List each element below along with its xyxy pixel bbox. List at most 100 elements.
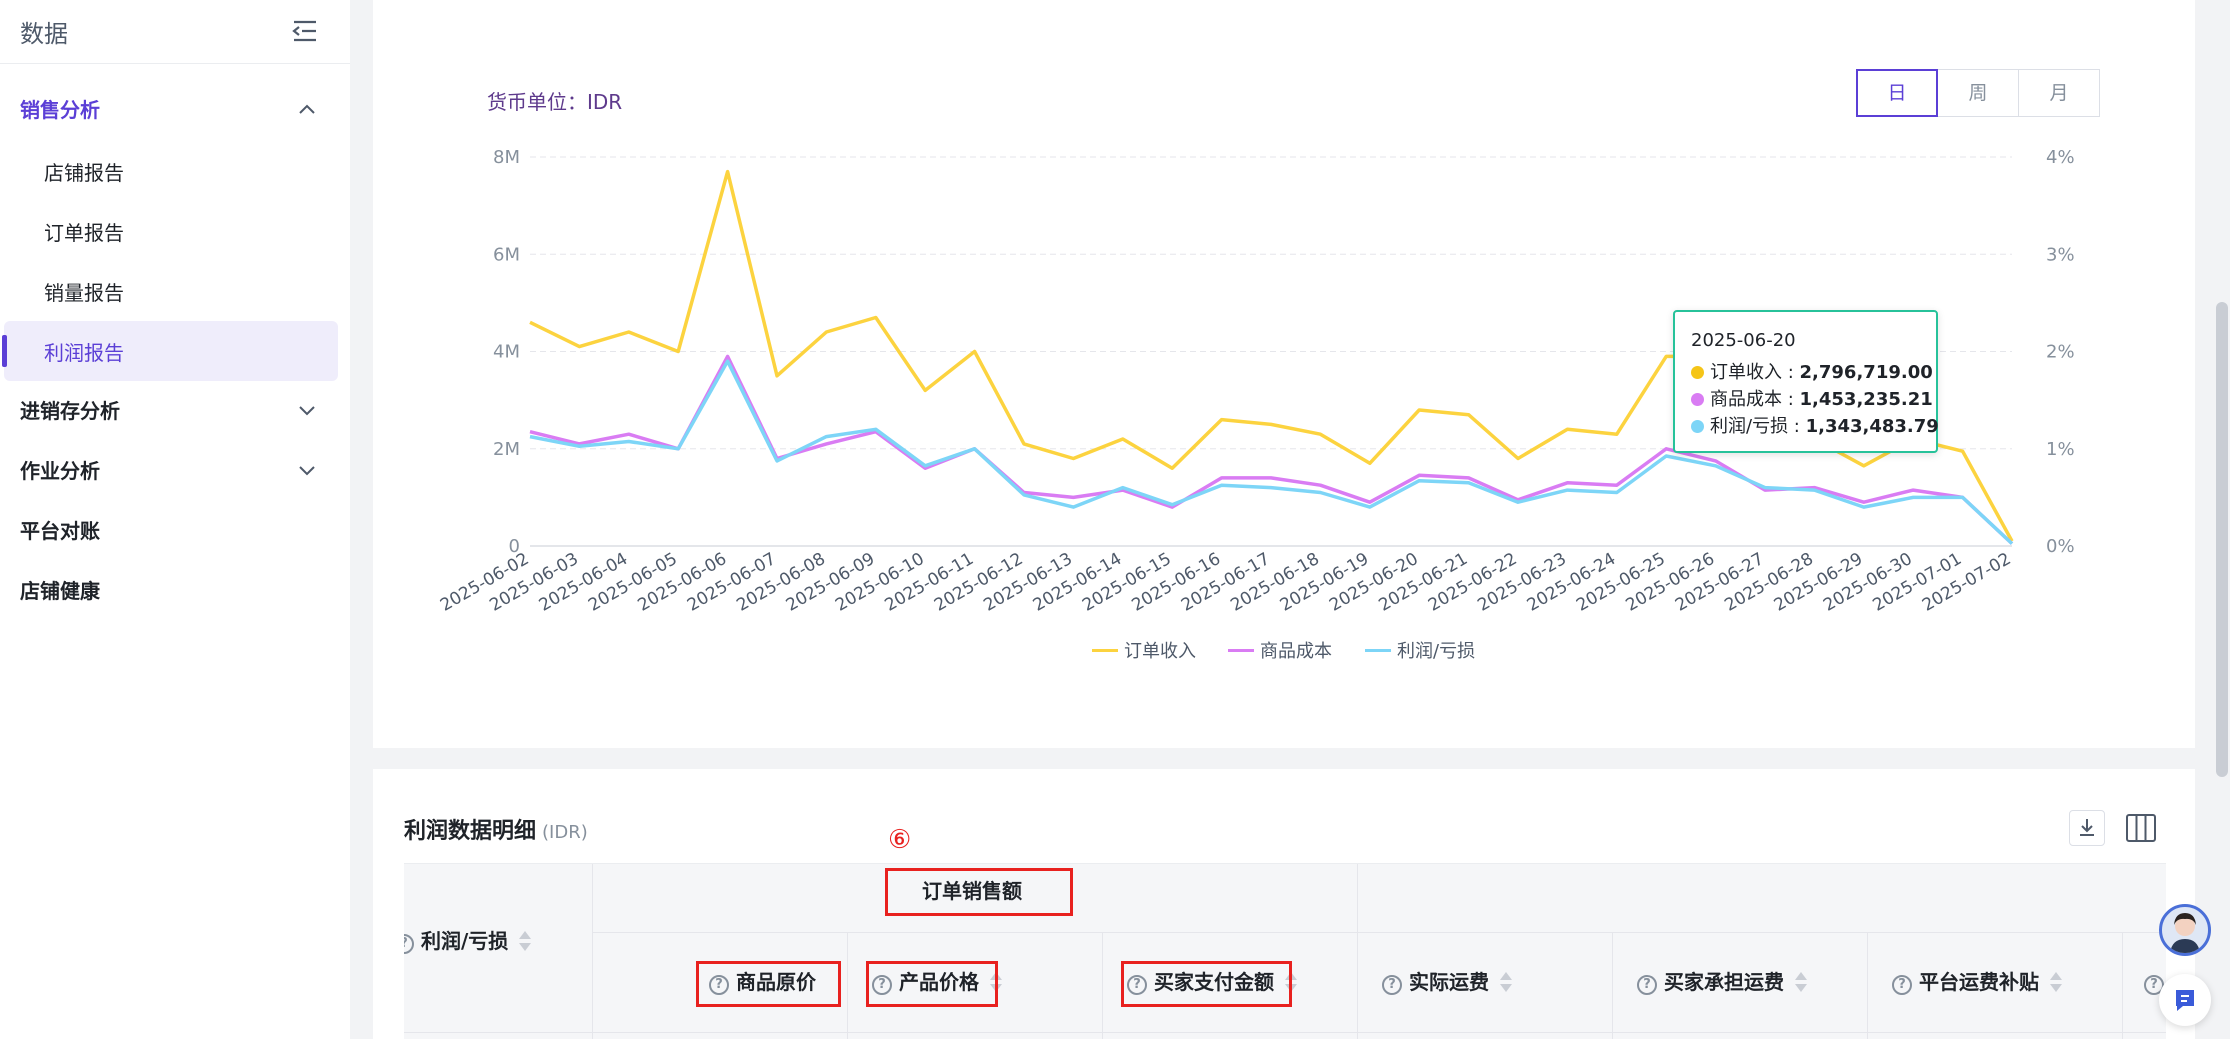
- legend-item-order-income[interactable]: 订单收入: [1092, 637, 1196, 662]
- sidebar-item-sales-volume-report[interactable]: 销量报告: [4, 261, 338, 321]
- tooltip-row: 商品成本 : 1,453,235.21: [1691, 385, 1933, 411]
- highlight-box: [696, 961, 841, 1007]
- column-divider: [1612, 932, 1613, 1039]
- column-header-label: 利润/亏损: [421, 929, 509, 953]
- columns-icon: [2126, 814, 2156, 842]
- period-tab-day[interactable]: 日: [1856, 69, 1938, 117]
- tooltip-value: 1,343,483.79: [1805, 416, 1939, 437]
- support-avatar[interactable]: [2159, 904, 2211, 956]
- tooltip-dot: [1691, 393, 1704, 406]
- y-right-axis-tick-label: 0%: [2046, 536, 2075, 557]
- sidebar-group-label: 销售分析: [20, 98, 100, 122]
- period-tab-week[interactable]: 周: [1937, 69, 2019, 117]
- table-title: 利润数据明细 (IDR): [404, 813, 588, 845]
- table-title-unit: (IDR): [542, 822, 588, 843]
- table-header: ? 利润/亏损 订单销售额 ? 商品原价 ? 产品价格 ? 买家支付金额 ? 实际运费 ?…: [404, 863, 2166, 1039]
- y-axis-tick-label: 6M: [493, 244, 520, 265]
- chat-icon: [2176, 990, 2194, 1011]
- legend-label: 订单收入: [1124, 641, 1196, 662]
- column-header-buyer-paid[interactable]: ? 买家支付金额: [1127, 967, 1298, 997]
- highlight-box: [1121, 961, 1292, 1007]
- sort-icon[interactable]: [989, 970, 1003, 994]
- sidebar-item-store-report[interactable]: 店铺报告: [4, 141, 338, 201]
- sidebar-item-profit-report[interactable]: 利润报告: [2, 321, 338, 381]
- y-axis-tick-label: 2M: [493, 439, 520, 460]
- highlight-box: [866, 961, 998, 1007]
- chat-button[interactable]: [2159, 974, 2211, 1026]
- column-header-buyer-shipping[interactable]: ? 买家承担运费: [1637, 967, 1808, 997]
- sidebar-group-label: 作业分析: [20, 459, 100, 483]
- download-icon: [2080, 819, 2094, 836]
- y-right-axis-tick-label: 3%: [2046, 244, 2075, 265]
- download-button[interactable]: [2069, 810, 2105, 846]
- sort-icon[interactable]: [2049, 970, 2063, 994]
- sidebar-group-inventory-analysis[interactable]: 进销存分析: [0, 381, 350, 441]
- sidebar-item-label: 销量报告: [44, 281, 124, 305]
- help-icon[interactable]: ?: [1892, 975, 1912, 995]
- column-header-actual-shipping[interactable]: ? 实际运费: [1382, 967, 1513, 997]
- sort-icon[interactable]: [518, 929, 532, 953]
- sort-icon[interactable]: [1794, 970, 1808, 994]
- help-icon[interactable]: ?: [1382, 975, 1402, 995]
- column-divider: [1867, 932, 1868, 1039]
- tooltip-label: 利润/亏损 :: [1710, 416, 1806, 437]
- tooltip-value: 2,796,719.00: [1799, 362, 1933, 383]
- column-header-product-price[interactable]: ? 产品价格: [872, 967, 1003, 997]
- highlight-box: [885, 868, 1073, 916]
- legend-label: 利润/亏损: [1397, 641, 1476, 662]
- table-title-text: 利润数据明细: [404, 819, 537, 844]
- agent-avatar-icon: [2170, 913, 2200, 953]
- sidebar-group-sales-analysis[interactable]: 销售分析: [0, 80, 350, 140]
- sidebar-group-operation-analysis[interactable]: 作业分析: [0, 441, 350, 501]
- chart-tooltip: 2025-06-20 订单收入 : 2,796,719.00 商品成本 : 1,…: [1673, 310, 1939, 453]
- column-divider: [592, 864, 593, 1039]
- legend-label: 商品成本: [1260, 641, 1332, 662]
- sort-icon[interactable]: [1284, 970, 1298, 994]
- page-scrollbar[interactable]: [2216, 302, 2228, 777]
- column-header-label: 产品价格: [899, 970, 979, 994]
- y-axis-tick-label: 0: [509, 536, 520, 557]
- step-marker: ⑥: [888, 825, 912, 855]
- sidebar-group-store-health[interactable]: 店铺健康: [0, 561, 350, 621]
- column-header-original-price[interactable]: ? 商品原价: [709, 967, 816, 997]
- chevron-down-icon: [299, 406, 315, 416]
- y-axis-tick-label: 8M: [493, 147, 520, 168]
- column-settings-button[interactable]: [2123, 810, 2159, 846]
- sidebar-item-label: 店铺报告: [44, 161, 124, 185]
- column-header-label: 平台运费补贴: [1919, 970, 2039, 994]
- chevron-up-icon: [299, 104, 315, 114]
- tooltip-label: 订单收入 :: [1710, 362, 1800, 383]
- legend-line: [1092, 649, 1118, 652]
- column-divider: [847, 932, 848, 1039]
- column-header-label: 商品原价: [736, 970, 816, 994]
- column-divider: [1357, 932, 1358, 1039]
- column-header-platform-subsidy[interactable]: ? 平台运费补贴: [1892, 967, 2063, 997]
- help-icon[interactable]: ?: [872, 975, 892, 995]
- sidebar-group-label: 店铺健康: [20, 579, 100, 603]
- collapse-menu-icon[interactable]: [290, 18, 320, 44]
- help-icon[interactable]: ?: [709, 975, 729, 995]
- help-icon[interactable]: ?: [1637, 975, 1657, 995]
- sort-icon[interactable]: [1499, 970, 1513, 994]
- help-icon[interactable]: ?: [404, 934, 414, 954]
- legend-item-product-cost[interactable]: 商品成本: [1228, 637, 1332, 662]
- legend-line: [1228, 649, 1254, 652]
- legend-item-profit-loss[interactable]: 利润/亏损: [1365, 637, 1476, 662]
- sidebar-item-order-report[interactable]: 订单报告: [4, 201, 338, 261]
- column-divider: [1102, 932, 1103, 1039]
- tooltip-row: 订单收入 : 2,796,719.00: [1691, 358, 1933, 384]
- column-header-profit-loss[interactable]: ? 利润/亏损: [404, 926, 532, 956]
- sidebar-item-label: 订单报告: [44, 221, 124, 245]
- y-right-axis-tick-label: 2%: [2046, 342, 2075, 363]
- help-icon[interactable]: ?: [1127, 975, 1147, 995]
- sidebar-header: 数据: [0, 0, 350, 64]
- tooltip-dot: [1691, 366, 1704, 379]
- column-divider: [2122, 932, 2123, 1039]
- sidebar-group-label: 平台对账: [20, 519, 100, 543]
- column-header-label: 实际运费: [1409, 970, 1489, 994]
- legend-line: [1365, 649, 1391, 652]
- period-tab-month[interactable]: 月: [2018, 69, 2100, 117]
- column-header-label: 买家承担运费: [1664, 970, 1784, 994]
- sidebar-group-platform-reconciliation[interactable]: 平台对账: [0, 501, 350, 561]
- active-indicator: [2, 335, 7, 367]
